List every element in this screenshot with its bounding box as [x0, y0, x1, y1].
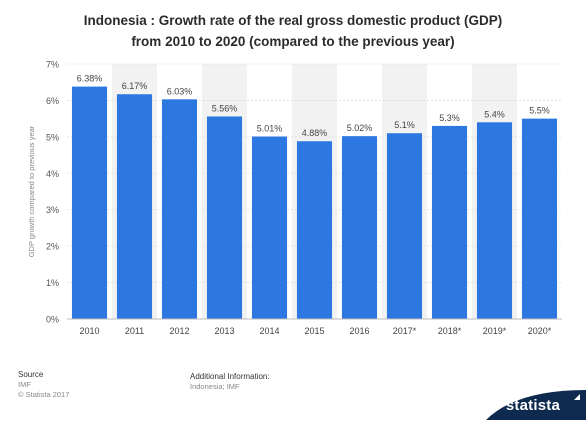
bar-value-label: 6.17%: [122, 81, 148, 91]
bar: [161, 99, 198, 319]
x-tick-label: 2014: [259, 326, 279, 336]
x-tick-label: 2016: [349, 326, 369, 336]
chart-title-line-2: from 2010 to 2020 (compared to the previ…: [131, 34, 455, 49]
logo-background: [486, 390, 586, 420]
bar-value-label: 5.56%: [212, 103, 238, 113]
y-tick-label: 5%: [46, 132, 59, 142]
additional-info-block: Additional Information: Indonesia; IMF: [190, 372, 270, 392]
bar: [71, 86, 108, 319]
bar-value-label: 5.5%: [529, 106, 550, 116]
y-tick-label: 6%: [46, 96, 59, 106]
x-tick-label: 2011: [125, 326, 144, 336]
statista-logo-text: statista: [505, 397, 560, 414]
statista-logo[interactable]: statista: [456, 390, 586, 420]
bar-value-label: 5.02%: [347, 123, 373, 133]
additional-info-value: Indonesia; IMF: [190, 382, 240, 391]
logo-arrow-icon: [574, 394, 580, 400]
x-tick-label: 2019*: [483, 326, 507, 336]
bar-value-label: 6.03%: [167, 86, 193, 96]
y-tick-label: 7%: [46, 60, 59, 70]
bar: [476, 122, 513, 320]
bar: [296, 141, 333, 319]
bar-value-label: 5.3%: [439, 113, 460, 123]
x-tick-label: 2020*: [528, 326, 552, 336]
source-header: Source: [18, 370, 44, 379]
bar: [341, 136, 378, 319]
bar: [206, 116, 243, 319]
bar-value-label: 5.4%: [484, 109, 505, 119]
x-tick-label: 2013: [214, 326, 234, 336]
y-tick-label: 0%: [46, 315, 59, 325]
y-tick-label: 3%: [46, 205, 59, 215]
bar: [431, 125, 468, 319]
chart-title-line-1: Indonesia : Growth rate of the real gros…: [83, 13, 503, 28]
additional-info-header: Additional Information:: [190, 372, 270, 381]
y-tick-label: 4%: [46, 169, 59, 179]
x-tick-label: 2017*: [393, 326, 417, 336]
x-tick-label: 2012: [169, 326, 189, 336]
bar: [521, 118, 558, 320]
y-tick-label: 2%: [46, 242, 59, 252]
x-tick-label: 2015: [304, 326, 324, 336]
bar-value-label: 5.1%: [394, 120, 415, 130]
bar: [251, 136, 288, 319]
bar: [116, 94, 153, 319]
x-tick-label: 2018*: [438, 326, 462, 336]
copyright-text: © Statista 2017: [18, 390, 70, 399]
bar-value-label: 4.88%: [302, 128, 328, 138]
y-axis-label: GDP growth compared to previous year: [27, 125, 36, 257]
bar: [386, 133, 423, 319]
source-block: Source IMF © Statista 2017: [18, 370, 69, 400]
x-tick-label: 2010: [79, 326, 99, 336]
y-tick-label: 1%: [46, 278, 59, 288]
source-value[interactable]: IMF: [18, 380, 31, 389]
bar-value-label: 6.38%: [77, 74, 103, 84]
bar-value-label: 5.01%: [257, 123, 283, 133]
chart-title: Indonesia : Growth rate of the real gros…: [0, 10, 586, 52]
